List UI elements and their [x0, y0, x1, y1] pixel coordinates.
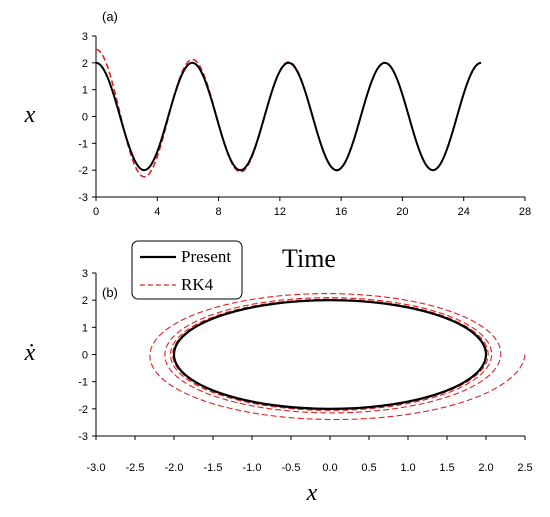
panel-b-x-tick-label: -0.5	[282, 462, 301, 474]
panel-a-y-tick-label: 2	[82, 58, 88, 70]
panel-b-x-tick-label: -1.5	[204, 462, 223, 474]
panel-b-x-tick-label: 2.0	[478, 462, 493, 474]
panel-a-x-tick-label: 4	[154, 206, 160, 218]
panel-a-y-tick-label: -3	[78, 192, 88, 204]
series-present-line	[95, 61, 482, 172]
panel-a-series	[95, 48, 482, 178]
panel-a-x-tick-label: 0	[93, 206, 99, 218]
panel-b-x-tick-label: -3.0	[87, 462, 106, 474]
panel-a-x-tick-label: 28	[519, 206, 531, 218]
panel-b-y-tick-label: -1	[78, 377, 88, 389]
panel-b-x-tick-label: -2.0	[165, 462, 184, 474]
panel-b-y-tick-label: 3	[82, 268, 88, 280]
panel-b-y-axis-label: ẋ	[24, 340, 36, 366]
panel-a-x-axis-label: Time	[282, 244, 336, 273]
panel-a-x-tick-label: 16	[335, 206, 347, 218]
panel-a-y-tick-label: -1	[78, 138, 88, 150]
panel-b-label: (b)	[102, 285, 118, 300]
panel-a-label: (a)	[102, 9, 118, 24]
legend-label-rk4: RK4	[181, 275, 214, 294]
panel-a-y-axis-label: x	[24, 102, 36, 128]
panel-b-x-tick-label: -1.0	[243, 462, 262, 474]
panel-b-x-tick-label: -2.5	[126, 462, 145, 474]
legend-label-present: Present	[181, 247, 231, 266]
panel-a-x-tick-label: 24	[458, 206, 470, 218]
panel-a-time-series: (a) 3 2 1 0 -1 -2 -3 0 4 8 12 16 20 24 28 x Time	[24, 9, 531, 273]
panel-a-x-tick-label: 20	[396, 206, 408, 218]
series-present-orbit	[172, 299, 488, 410]
panel-a-x-ticks: 0 4 8 12 16 20 24 28	[93, 197, 531, 218]
panel-b-x-tick-label: 1.0	[400, 462, 415, 474]
panel-b-y-tick-label: 1	[82, 322, 88, 334]
panel-b-y-ticks: 3 2 1 0 -1 -2 -3	[78, 268, 96, 443]
panel-b-series	[149, 293, 526, 421]
panel-b-y-tick-label: 2	[82, 295, 88, 307]
panel-a-y-tick-label: 0	[82, 112, 88, 124]
panel-a-x-tick-label: 12	[274, 206, 286, 218]
panel-a-y-ticks: 3 2 1 0 -1 -2 -3	[78, 31, 96, 204]
panel-b-y-tick-label: -2	[78, 404, 88, 416]
panel-b-x-tick-label: 2.5	[517, 462, 532, 474]
panel-b-x-tick-label: 0.0	[322, 462, 337, 474]
panel-b-x-tick-label: 1.5	[439, 462, 454, 474]
legend: Present RK4	[131, 240, 243, 300]
panel-a-y-tick-label: 1	[82, 85, 88, 97]
panel-b-x-axis-label: x	[306, 480, 318, 506]
panel-a-y-tick-label: 3	[82, 31, 88, 43]
panel-b-x-ticks: -3.0 -2.5 -2.0 -1.5 -1.0 -0.5 0.0 0.5 1.0 1.5 2.0 2…	[87, 436, 533, 474]
panel-b-y-tick-label: -3	[78, 431, 88, 443]
series-rk4-spiral	[149, 293, 526, 421]
panel-b-y-tick-label: 0	[82, 350, 88, 362]
panel-b-x-tick-label: 0.5	[361, 462, 376, 474]
panel-a-x-tick-label: 8	[216, 206, 222, 218]
panel-a-y-tick-label: -2	[78, 165, 88, 177]
panel-b-phase-portrait: (b) 3 2 1 0 -1 -2 -3 -3.0 -2.5 -2.0 -1.5 -1.0 -0.5 0…	[24, 240, 533, 506]
